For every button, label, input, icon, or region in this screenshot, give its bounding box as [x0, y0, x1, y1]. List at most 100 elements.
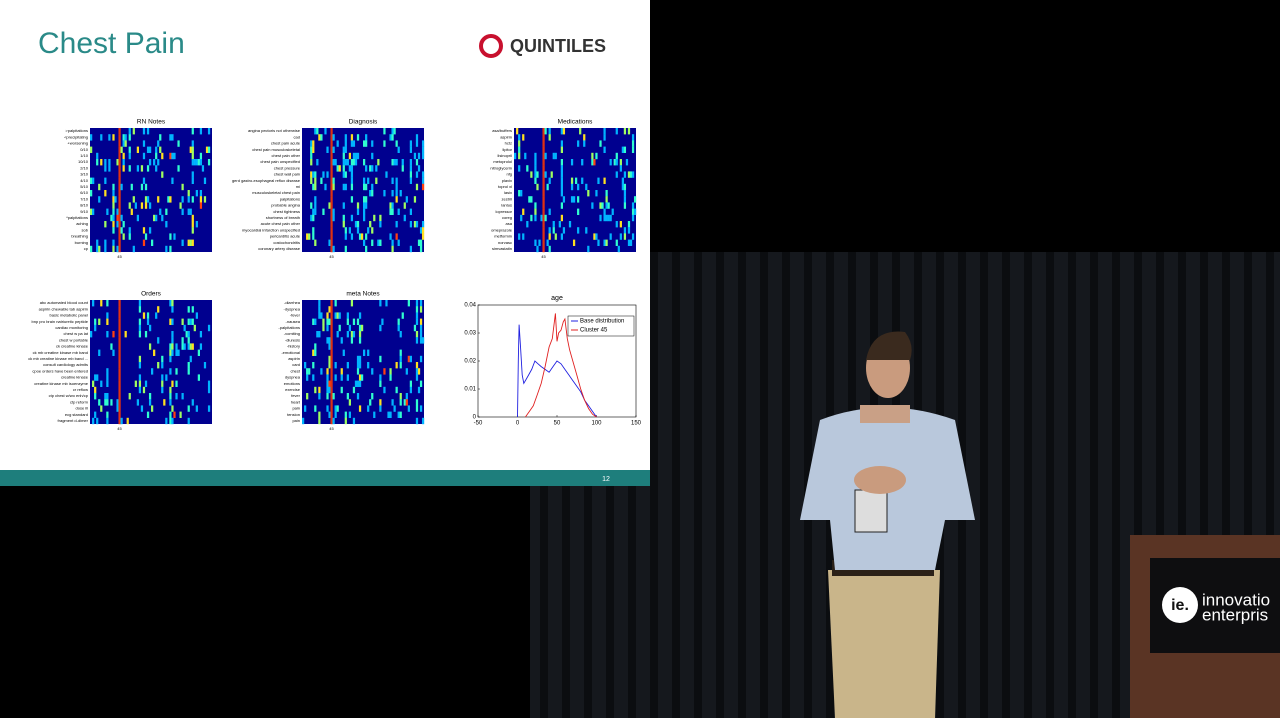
heatmap-cell: [354, 159, 358, 166]
heatmap-cell: [385, 300, 388, 307]
heatmap-cell: [118, 300, 121, 307]
heatmap-cell: [415, 300, 419, 307]
heatmap-cell: [104, 159, 107, 166]
heatmap-cell: [356, 202, 360, 209]
heatmap-cell: [118, 368, 121, 375]
heatmap-cell: [348, 227, 351, 234]
heatmap-cell: [334, 411, 337, 418]
heatmap-cell: [399, 399, 402, 406]
heatmap-cell: [409, 386, 412, 394]
heatmap-row-label: cad: [294, 134, 300, 139]
heatmap-cell: [324, 183, 327, 191]
heatmap-cell: [542, 140, 545, 147]
heatmap-cell: [187, 331, 190, 338]
heatmap-cell: [187, 318, 190, 325]
heatmap-cell: [330, 171, 333, 178]
heatmap-cell: [330, 411, 333, 418]
heatmap-cell: [542, 152, 545, 160]
heatmap-row-label: exercise: [285, 387, 301, 392]
heatmap-row-label: probable angina: [271, 203, 300, 208]
heatmap-cell: [306, 393, 309, 400]
heatmap-cell: [328, 306, 331, 313]
heatmap-cell: [562, 128, 566, 135]
heatmap-cell: [363, 349, 366, 356]
heatmap-cell: [595, 190, 598, 197]
heatmap-cell: [187, 196, 190, 203]
heatmap-cell: [312, 171, 315, 178]
heatmap-cell: [140, 202, 144, 209]
heatmap-cell: [344, 140, 347, 147]
heatmap-cell: [393, 405, 396, 412]
heatmap-cell: [577, 208, 580, 215]
heatmap-cell: [146, 128, 150, 135]
heatmap-cell: [363, 196, 366, 203]
heatmap-cell: [169, 368, 172, 375]
heatmap-row-label: chest pain acute: [271, 141, 301, 146]
heatmap-cell: [207, 405, 211, 412]
heatmap-cell: [395, 177, 398, 184]
heatmap-cell: [395, 159, 398, 166]
heatmap-cell: [330, 208, 333, 215]
heatmap-cell: [161, 380, 164, 387]
heatmap-cell: [191, 171, 194, 178]
heatmap-cell: [169, 152, 172, 160]
heatmap-row-label: chest tightness: [273, 209, 300, 214]
heatmap-title: Orders: [141, 291, 162, 298]
heatmap-cell: [542, 177, 545, 184]
heatmap-cell: [363, 208, 366, 215]
heatmap-cell: [365, 196, 368, 203]
heatmap-cell: [371, 393, 374, 400]
heatmap-cell: [100, 134, 103, 141]
heatmap-cell: [169, 343, 172, 350]
heatmap-cell: [185, 331, 188, 338]
heatmap-cell: [421, 417, 425, 425]
heatmap-cell: [193, 324, 196, 332]
heatmap-cell: [379, 405, 382, 412]
heatmap-row-label: 9/10: [80, 209, 89, 214]
heatmap-cell: [148, 202, 152, 209]
heatmap-cell: [615, 221, 618, 228]
heatmap-row-label: -emotional: [281, 350, 300, 355]
heatmap-row-label: fever: [291, 393, 301, 398]
heatmap-cell: [138, 306, 142, 313]
heatmap-cell: [106, 331, 109, 338]
heatmap-row-label: angina pectoris not otherwise: [248, 128, 301, 133]
heatmap-cell: [118, 355, 121, 363]
heatmap-cell: [514, 152, 517, 160]
curtain-fold: [980, 252, 988, 718]
heatmap-cell: [165, 208, 168, 215]
heatmap-cell: [104, 221, 107, 228]
heatmap-cell: [169, 399, 172, 406]
heatmap-cell: [330, 393, 333, 400]
heatmap-cell: [607, 202, 610, 209]
heatmap-cell: [312, 233, 315, 240]
y-tick-label: 0.01: [464, 387, 476, 393]
heatmap-cell: [603, 128, 606, 135]
heatmap-cell: [409, 140, 412, 147]
heatmap-cell: [98, 318, 101, 325]
heatmap-cell: [169, 417, 172, 425]
heatmap-cell: [354, 221, 358, 228]
heatmap-row-label: ctp reform: [70, 399, 89, 404]
heatmap-row-label: 3/10: [80, 172, 89, 177]
heatmap-cell: [148, 393, 152, 400]
heatmap-cell: [330, 128, 333, 135]
heatmap-cell: [98, 196, 101, 203]
heatmap-cell: [409, 165, 412, 172]
heatmap-cell: [144, 202, 148, 209]
heatmap-cell: [179, 411, 182, 418]
heatmap-cell: [118, 183, 121, 191]
heatmap-cell: [318, 393, 321, 400]
heatmap-cell: [542, 239, 545, 246]
heatmap-cell: [207, 380, 211, 387]
heatmap-cell: [562, 227, 566, 234]
heatmap-cell: [326, 405, 329, 412]
heatmap-cell: [199, 202, 203, 209]
heatmap-cell: [560, 202, 563, 209]
x-tick-label: 100: [591, 421, 602, 427]
heatmap-cell: [312, 208, 315, 215]
heatmap-cell: [363, 159, 366, 166]
heatmap-cell: [407, 300, 410, 307]
heatmap-cell: [373, 214, 376, 222]
heatmap-cell: [524, 152, 527, 160]
